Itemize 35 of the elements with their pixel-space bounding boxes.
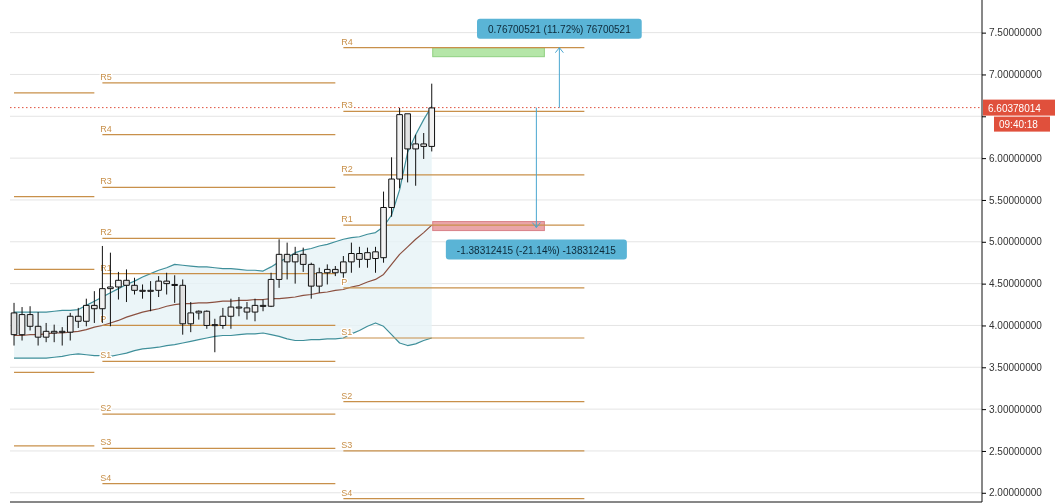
series-label: R5 bbox=[100, 71, 112, 82]
y-tick-label: 4.50000000 bbox=[989, 278, 1043, 290]
series-label: S2 bbox=[341, 390, 353, 401]
series-label: P bbox=[100, 314, 107, 325]
y-tick-label: 5.50000000 bbox=[989, 194, 1043, 206]
series-label: R3 bbox=[100, 176, 112, 187]
y-tick-label: 7.50000000 bbox=[989, 27, 1043, 39]
annotation: -1.38312415 (-21.14%) -138312415 bbox=[456, 244, 617, 256]
series-label: S2 bbox=[100, 403, 112, 414]
series-label: R2 bbox=[341, 163, 353, 174]
series-label: R3 bbox=[341, 100, 353, 111]
series-label: R2 bbox=[100, 227, 112, 238]
text: 09:40:18 bbox=[999, 118, 1039, 130]
y-tick-label: 7.00000000 bbox=[989, 69, 1043, 81]
y-tick-label: 3.00000000 bbox=[989, 403, 1043, 415]
series-label: S4 bbox=[100, 472, 112, 483]
y-tick-label: 2.50000000 bbox=[989, 445, 1043, 457]
y-tick-label: 6.00000000 bbox=[989, 152, 1043, 164]
candlestick bbox=[251, 298, 259, 322]
series-label: P bbox=[341, 276, 348, 287]
line-series bbox=[13, 224, 433, 337]
y-tick-label: 4.00000000 bbox=[989, 320, 1043, 332]
y-tick-label: 2.00000000 bbox=[989, 487, 1043, 499]
ref-line-label: 6.60378014 bbox=[988, 102, 1042, 114]
series-label: R1 bbox=[341, 214, 353, 225]
annotation: 0.76700521 (11.72%) 76700521 bbox=[488, 23, 632, 35]
series-label: S3 bbox=[341, 439, 353, 450]
y-tick-label: 5.00000000 bbox=[989, 236, 1043, 248]
series-label: R4 bbox=[341, 36, 353, 47]
series-label: R4 bbox=[100, 123, 112, 134]
series-label: S3 bbox=[100, 437, 112, 448]
candlestick bbox=[243, 301, 251, 321]
series-label: S4 bbox=[341, 487, 353, 498]
series-label: S1 bbox=[341, 327, 353, 338]
y-tick-label: 3.50000000 bbox=[989, 362, 1043, 373]
